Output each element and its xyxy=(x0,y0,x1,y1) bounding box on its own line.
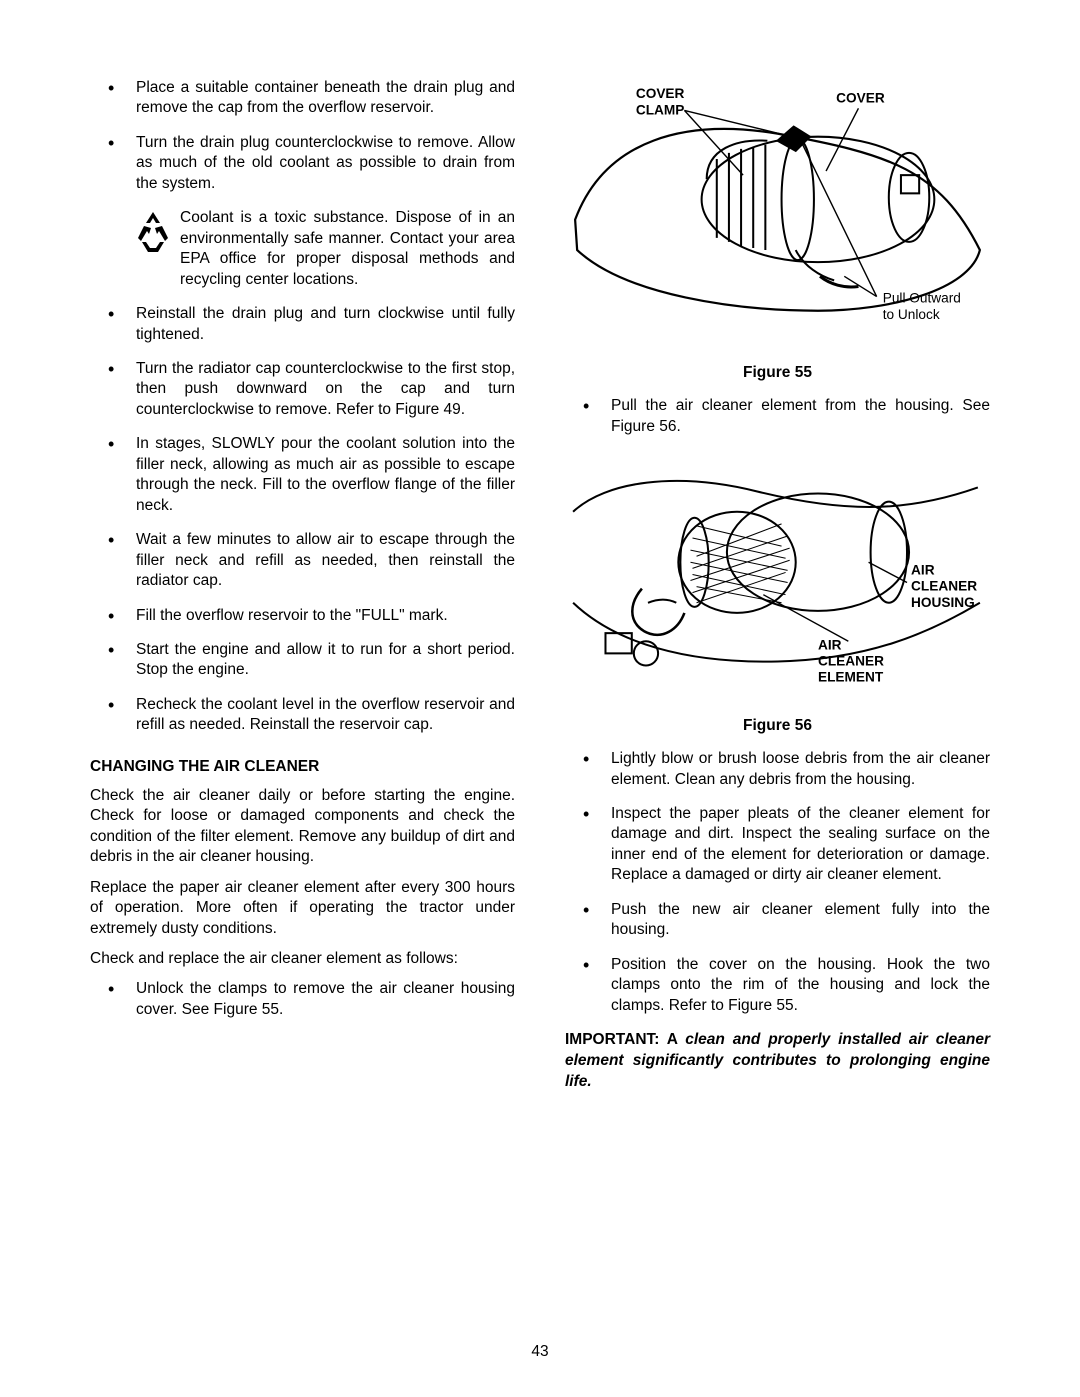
figure-55: COVER CLAMP COVER Pull Outward to Unlock xyxy=(565,78,990,356)
label-housing-1: AIR xyxy=(911,563,935,578)
label-housing-3: HOUSING xyxy=(911,595,975,610)
label-pull-2: to Unlock xyxy=(883,307,940,322)
important-note: IMPORTANT: A clean and properly installe… xyxy=(565,1030,990,1092)
recycle-icon xyxy=(136,208,170,290)
list-item: Inspect the paper pleats of the cleaner … xyxy=(583,804,990,886)
recycle-note: Coolant is a toxic substance. Dispose of… xyxy=(136,208,515,290)
bullet-list-coolant-a: Place a suitable container beneath the d… xyxy=(90,78,515,194)
list-item: Turn the drain plug counterclockwise to … xyxy=(108,133,515,194)
figure-55-caption: Figure 55 xyxy=(565,364,990,382)
paragraph: Check the air cleaner daily or before st… xyxy=(90,786,515,868)
right-column: COVER CLAMP COVER Pull Outward to Unlock… xyxy=(565,78,990,1092)
label-element-3: ELEMENT xyxy=(818,670,884,685)
left-column: Place a suitable container beneath the d… xyxy=(90,78,515,1092)
label-housing-2: CLEANER xyxy=(911,579,977,594)
figure-56-svg: AIR CLEANER HOUSING AIR CLEANER ELEMENT xyxy=(565,451,990,704)
bullet-list-right-a: Pull the air cleaner element from the ho… xyxy=(565,396,990,437)
list-item: Pull the air cleaner element from the ho… xyxy=(583,396,990,437)
list-item: Fill the overflow reservoir to the "FULL… xyxy=(108,606,515,626)
important-lead: IMPORTANT: A xyxy=(565,1031,685,1048)
two-column-layout: Place a suitable container beneath the d… xyxy=(90,78,990,1092)
list-item: Turn the radiator cap counterclockwise t… xyxy=(108,359,515,420)
label-pull-1: Pull Outward xyxy=(883,291,961,306)
figure-55-svg: COVER CLAMP COVER Pull Outward to Unlock xyxy=(565,78,990,351)
paragraph: Replace the paper air cleaner element af… xyxy=(90,878,515,939)
figure-56: AIR CLEANER HOUSING AIR CLEANER ELEMENT xyxy=(565,451,990,709)
list-item: In stages, SLOWLY pour the coolant solut… xyxy=(108,434,515,516)
label-element-2: CLEANER xyxy=(818,654,884,669)
page-number: 43 xyxy=(0,1343,1080,1361)
bullet-list-aircleaner-a: Unlock the clamps to remove the air clea… xyxy=(90,979,515,1020)
list-item: Reinstall the drain plug and turn clockw… xyxy=(108,304,515,345)
list-item: Push the new air cleaner element fully i… xyxy=(583,900,990,941)
list-item: Place a suitable container beneath the d… xyxy=(108,78,515,119)
list-item: Start the engine and allow it to run for… xyxy=(108,640,515,681)
list-item: Unlock the clamps to remove the air clea… xyxy=(108,979,515,1020)
list-item: Recheck the coolant level in the overflo… xyxy=(108,695,515,736)
label-element-1: AIR xyxy=(818,637,842,652)
section-heading-air-cleaner: CHANGING THE AIR CLEANER xyxy=(90,758,515,776)
bullet-list-right-b: Lightly blow or brush loose debris from … xyxy=(565,749,990,1016)
bullet-list-coolant-b: Reinstall the drain plug and turn clockw… xyxy=(90,304,515,736)
label-cover-clamp-1: COVER xyxy=(636,86,685,101)
figure-56-caption: Figure 56 xyxy=(565,717,990,735)
label-cover-clamp-2: CLAMP xyxy=(636,102,685,117)
recycle-note-text: Coolant is a toxic substance. Dispose of… xyxy=(180,208,515,290)
list-item: Position the cover on the housing. Hook … xyxy=(583,955,990,1016)
paragraph: Check and replace the air cleaner elemen… xyxy=(90,949,515,969)
list-item: Lightly blow or brush loose debris from … xyxy=(583,749,990,790)
label-cover: COVER xyxy=(836,90,885,105)
list-item: Wait a few minutes to allow air to escap… xyxy=(108,530,515,591)
